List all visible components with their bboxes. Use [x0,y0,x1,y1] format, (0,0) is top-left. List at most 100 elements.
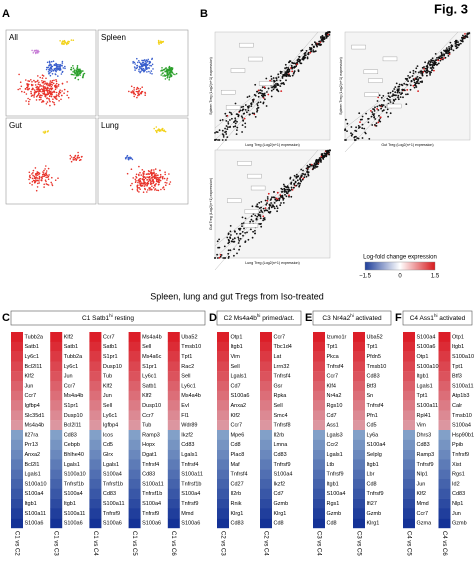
cell-dot [37,79,39,82]
cell-dot [77,151,79,154]
gene-dot [250,228,252,231]
heat-cell-down [260,430,272,440]
cell-dot [47,178,50,180]
gene-dot [317,158,320,161]
gene-dot [320,155,323,158]
heat-cell-up [128,400,141,411]
gene-label: Cd83 [142,472,155,478]
cell-dot [132,91,135,93]
gene-dot [246,111,248,114]
cell-dot [49,87,52,90]
cell-dot [126,154,129,157]
gene-dot [394,91,397,94]
cell-dot [141,61,144,64]
cell-dot [42,173,44,176]
gene-dot [461,40,464,43]
cell-dot [75,159,77,161]
gene-dot [376,100,379,102]
gene-dot [267,192,270,195]
cell-dot [38,88,40,91]
gene-label: Otp1 [417,354,429,360]
cell-dot [36,87,39,89]
cell-dot [146,176,148,178]
heat-cell-up [11,351,23,362]
gene-dot [272,88,275,91]
gene-dot [289,176,292,179]
gene-dot [320,43,322,46]
gene-dot [307,166,309,169]
gene-dot [214,132,216,134]
gene-dot [392,102,395,104]
heat-cell-down [50,449,63,460]
cell-dot [129,157,132,160]
gene-label: Lgals1 [103,462,119,468]
gene-dot [307,53,310,56]
gene-label: Tub [103,374,112,380]
gene-label: Ppib [452,442,463,448]
cell-dot [166,77,169,79]
gene-dot [298,58,301,61]
gene-label: Lmna [274,442,289,448]
cell-dot [55,62,57,65]
cell-dot [129,184,132,187]
gene-dot [281,194,284,197]
gene-dot [291,66,293,69]
gene-dot [234,231,236,233]
gene-label: Tmsb10 [367,364,387,370]
gene-dot [304,54,307,56]
gene-dot [262,217,265,220]
cell-dot [146,179,149,181]
gene-dot [226,236,229,239]
gene-dot [426,67,428,70]
legend-tick-label: 0 [398,274,402,280]
gene-dot [238,110,241,113]
cell-dot [45,77,47,80]
heat-cell-up [167,332,180,342]
gene-dot [354,139,356,141]
heat-cell-up [260,371,272,382]
cell-dot [47,184,50,186]
gene-dot [229,225,232,227]
cell-dot [60,98,62,101]
gene-label: Ccr2 [327,442,339,448]
cell-dot [150,172,152,174]
cell-dot [54,64,56,67]
cell-dot [69,158,72,160]
heat-cell-up [128,420,141,431]
cell-dot [143,181,145,183]
y-axis-label: Spleen Treg (Log2(n+1) expression) [209,57,213,115]
gene-dot [457,44,460,47]
cell-dot [31,177,34,180]
cell-dot [46,130,49,133]
cell-dot [77,68,80,71]
gene-label: Itgb1 [417,374,429,380]
gene-label: Klf2 [142,393,151,399]
heat-cell-up [50,410,63,421]
gene-dot [421,66,424,69]
gene-label: Tnfrsf4 [181,462,198,468]
gene-dot [266,209,269,212]
gene-dot [377,121,380,124]
cell-dot [139,71,141,74]
gene-dot [447,52,449,55]
gene-dot [383,99,385,102]
gene-label: S100a4 [327,491,346,497]
gene-dot [263,93,266,95]
gene-dot [253,112,256,115]
gene-dot [252,100,255,102]
gene-dot [389,101,392,103]
gene-dot [414,82,417,85]
cell-dot [61,62,64,64]
gene-dot [303,176,306,179]
gene-dot [291,188,294,191]
gene-label: Tnfrsf4 [367,403,384,409]
cell-dot [51,73,54,75]
gene-dot [346,130,348,133]
gene-dot [244,217,247,220]
gene-dot [214,139,216,141]
heat-cell-down [313,498,325,509]
gene-label: Prr13 [25,442,38,448]
gene-dot [375,122,378,125]
heat-cell-up [89,341,102,352]
